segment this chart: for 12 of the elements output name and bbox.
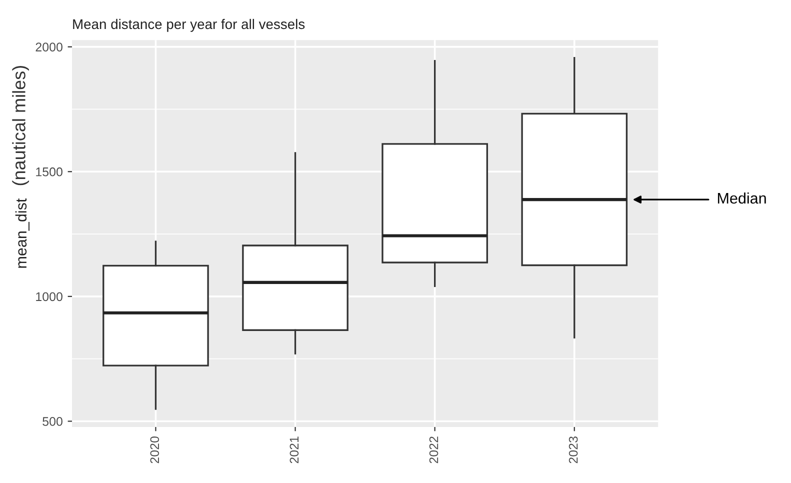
x-tick-label: 2023 <box>568 436 578 464</box>
y-axis-title: mean_dist <box>15 198 30 268</box>
y-tick-label: 1000 <box>36 292 62 302</box>
x-tick-label: 2021 <box>290 436 299 464</box>
x-tick-label: 2022 <box>429 436 438 464</box>
x-tick-label: 2020 <box>150 436 160 464</box>
y-tick-label: 2000 <box>36 42 62 52</box>
text: Median <box>718 192 766 204</box>
chart-title: Mean distance per year for all vessels <box>73 18 305 32</box>
y-tick-label: 500 <box>42 417 62 426</box>
text: (nautical miles) <box>12 66 29 186</box>
y-tick-label: 1500 <box>36 167 62 176</box>
